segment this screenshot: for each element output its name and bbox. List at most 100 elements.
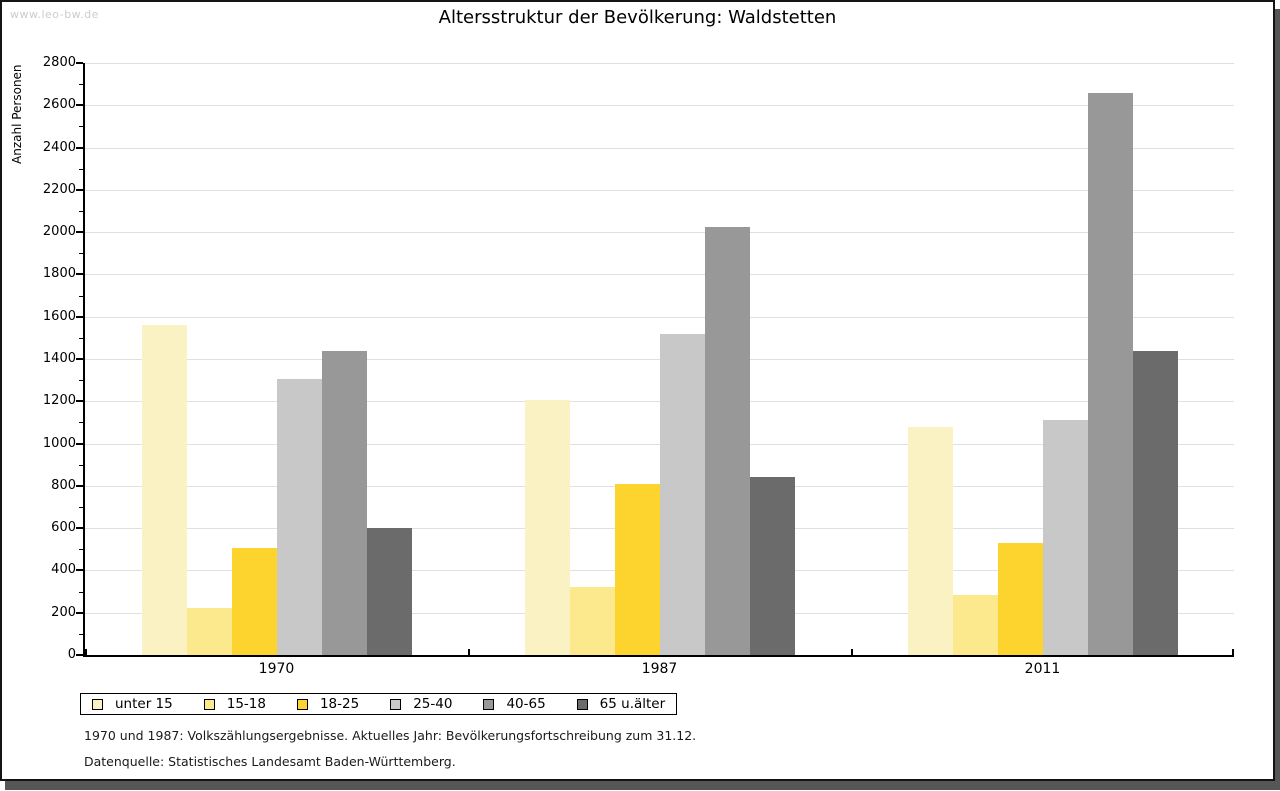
y-tick-600 xyxy=(76,527,83,530)
y-minor-tick-1700 xyxy=(79,295,83,297)
y-tick-2000 xyxy=(76,231,83,234)
chart-title: Altersstruktur der Bevölkerung: Waldstet… xyxy=(438,7,837,28)
y-tick-1200 xyxy=(76,400,83,403)
gridline-1800 xyxy=(85,274,1234,276)
y-tick-1600 xyxy=(76,315,83,318)
y-tick-800 xyxy=(76,484,83,487)
bar-2011-25-40 xyxy=(1043,420,1088,655)
legend-swatch-15-18-icon xyxy=(203,698,215,710)
bar-1970-18-25 xyxy=(232,548,277,655)
legend-swatch-18-25-icon xyxy=(296,698,308,710)
y-tick-label-1400: 1400 xyxy=(42,351,76,366)
bar-1970-15-18 xyxy=(187,608,232,655)
legend: unter 15 15-18 18-25 25-40 40-65 65 u.älter xyxy=(80,693,678,715)
y-minor-tick-1900 xyxy=(79,253,83,255)
gridline-2800 xyxy=(85,63,1234,64)
y-tick-400 xyxy=(76,569,83,572)
bar-1970-25-40 xyxy=(277,379,322,655)
legend-label-15-18: 15-18 xyxy=(226,696,266,712)
legend-swatch-65-u-lter-icon xyxy=(576,698,588,710)
y-tick-200 xyxy=(76,611,83,614)
legend-label-unter-15: unter 15 xyxy=(115,696,173,712)
bar-1970-65-u-lter xyxy=(367,528,412,655)
legend-swatch-unter-15-icon xyxy=(92,698,103,710)
bar-1987-unter-15 xyxy=(525,400,570,655)
bar-1987-18-25 xyxy=(615,484,660,655)
y-minor-tick-2700 xyxy=(79,84,83,86)
y-minor-tick-100 xyxy=(79,633,83,635)
y-tick-label-400: 400 xyxy=(51,562,76,578)
y-minor-tick-900 xyxy=(79,464,83,466)
legend-item-18-25: 18-25 xyxy=(296,696,360,712)
legend-label-25-40: 25-40 xyxy=(413,696,453,712)
y-tick-label-2000: 2000 xyxy=(42,224,76,240)
bar-1970-40-65 xyxy=(322,351,367,655)
x-label-1987: 1987 xyxy=(641,661,678,677)
legend-swatch-40-65-icon xyxy=(483,698,495,710)
watermark: www.leo-bw.de xyxy=(10,8,99,21)
y-tick-label-2800: 2800 xyxy=(42,55,76,70)
y-tick-2400 xyxy=(76,146,83,149)
gridline-1600 xyxy=(85,316,1234,318)
bar-1987-15-18 xyxy=(570,587,615,655)
x-boundary-tick-0 xyxy=(85,649,87,655)
y-minor-tick-500 xyxy=(79,549,83,551)
bar-2011-40-65 xyxy=(1088,93,1133,655)
y-tick-1000 xyxy=(76,442,83,445)
plot-area: 0 200 400 600 800 1000 1200 1400 1600 1800 2000 220… xyxy=(43,55,1234,677)
footnote-line1: 1970 und 1987: Volkszählungsergebnisse. … xyxy=(84,728,697,743)
gridline-2600 xyxy=(85,105,1234,107)
legend-label-40-65: 40-65 xyxy=(506,696,546,712)
x-boundary-tick-2 xyxy=(851,649,853,655)
y-tick-1400 xyxy=(76,358,83,360)
legend-label-65-u-lter: 65 u.älter xyxy=(599,696,666,712)
y-minor-tick-2100 xyxy=(79,211,83,212)
y-tick-1800 xyxy=(76,273,83,276)
footnote-line2: Datenquelle: Statistisches Landesamt Bad… xyxy=(84,754,456,769)
y-tick-label-1800: 1800 xyxy=(42,266,76,282)
y-tick-label-2200: 2200 xyxy=(42,181,76,197)
y-minor-tick-700 xyxy=(79,507,83,508)
gridline-1400 xyxy=(85,359,1234,360)
x-label-2011: 2011 xyxy=(1024,661,1061,677)
x-label-1970: 1970 xyxy=(258,661,295,677)
y-tick-2200 xyxy=(76,188,83,191)
gridline-1200 xyxy=(85,401,1234,403)
y-tick-label-2400: 2400 xyxy=(42,139,76,155)
y-tick-label-600: 600 xyxy=(51,520,76,536)
bar-2011-15-18 xyxy=(953,595,998,655)
legend-item-unter-15: unter 15 xyxy=(92,696,173,712)
y-minor-tick-1500 xyxy=(79,337,83,339)
y-tick-label-0: 0 xyxy=(67,647,76,662)
y-minor-tick-2500 xyxy=(79,126,83,128)
y-tick-2600 xyxy=(76,104,83,107)
legend-label-18-25: 18-25 xyxy=(319,696,360,712)
y-tick-label-1000: 1000 xyxy=(42,435,76,451)
gridline-2200 xyxy=(85,189,1234,191)
y-minor-tick-1300 xyxy=(79,380,83,382)
bar-1987-65-u-lter xyxy=(750,477,795,655)
legend-item-65-u-lter: 65 u.älter xyxy=(576,696,666,712)
bar-1987-25-40 xyxy=(660,334,705,655)
y-tick-label-1600: 1600 xyxy=(42,308,76,324)
bar-1970-unter-15 xyxy=(142,325,187,655)
bar-1987-40-65 xyxy=(705,227,750,655)
legend-item-40-65: 40-65 xyxy=(483,696,546,712)
bar-2011-65-u-lter xyxy=(1133,351,1178,655)
y-minor-tick-1100 xyxy=(79,422,83,424)
legend-item-15-18: 15-18 xyxy=(203,696,266,712)
gridline-2000 xyxy=(85,232,1234,234)
x-boundary-tick-1 xyxy=(468,649,470,655)
y-tick-0 xyxy=(76,654,83,656)
x-boundary-tick-3 xyxy=(1232,649,1234,655)
y-minor-tick-2300 xyxy=(79,168,83,170)
y-tick-label-800: 800 xyxy=(51,477,76,493)
y-minor-tick-300 xyxy=(79,591,83,593)
bar-2011-18-25 xyxy=(998,543,1043,655)
y-tick-label-1200: 1200 xyxy=(42,393,76,409)
legend-item-25-40: 25-40 xyxy=(390,696,452,712)
y-tick-2800 xyxy=(76,62,83,64)
gridline-1000 xyxy=(85,443,1234,445)
gridline-2400 xyxy=(85,147,1234,149)
